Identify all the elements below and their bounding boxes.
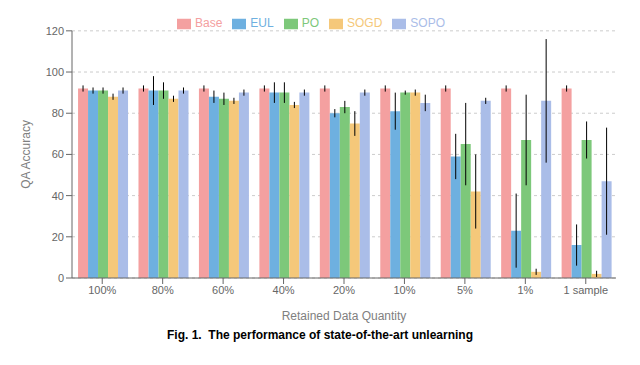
svg-text:10%: 10% [393,284,415,296]
html-text:Base: Base [195,16,223,30]
html-text:SOGD: SOGD [347,16,383,30]
svg-text:60: 60 [52,148,64,160]
svg-text:20%: 20% [333,284,355,296]
html-text:PO: PO [301,16,319,30]
svg-text:20: 20 [52,231,64,243]
svg-text:100: 100 [46,66,64,78]
svg-text:40%: 40% [273,284,295,296]
svg-text:5%: 5% [457,284,473,296]
svg-text:80%: 80% [152,284,174,296]
svg-text:100%: 100% [88,284,116,296]
svg-text:120: 120 [46,25,64,37]
svg-text:Retained Data Quantity: Retained Data Quantity [282,309,407,323]
html-text:SOPO: SOPO [410,16,445,30]
svg-text:80: 80 [52,107,64,119]
svg-text:60%: 60% [212,284,234,296]
svg-text:1%: 1% [517,284,533,296]
html-text:EUL: EUL [250,16,274,30]
svg-text:1 sample: 1 sample [563,284,608,296]
svg-text:40: 40 [52,190,64,202]
svg-text:0: 0 [58,272,64,284]
html-text:Fig. 1. The performance of sta: Fig. 1. The performance of state-of-the-… [167,328,473,342]
svg-text:QA Accuracy: QA Accuracy [19,120,33,189]
